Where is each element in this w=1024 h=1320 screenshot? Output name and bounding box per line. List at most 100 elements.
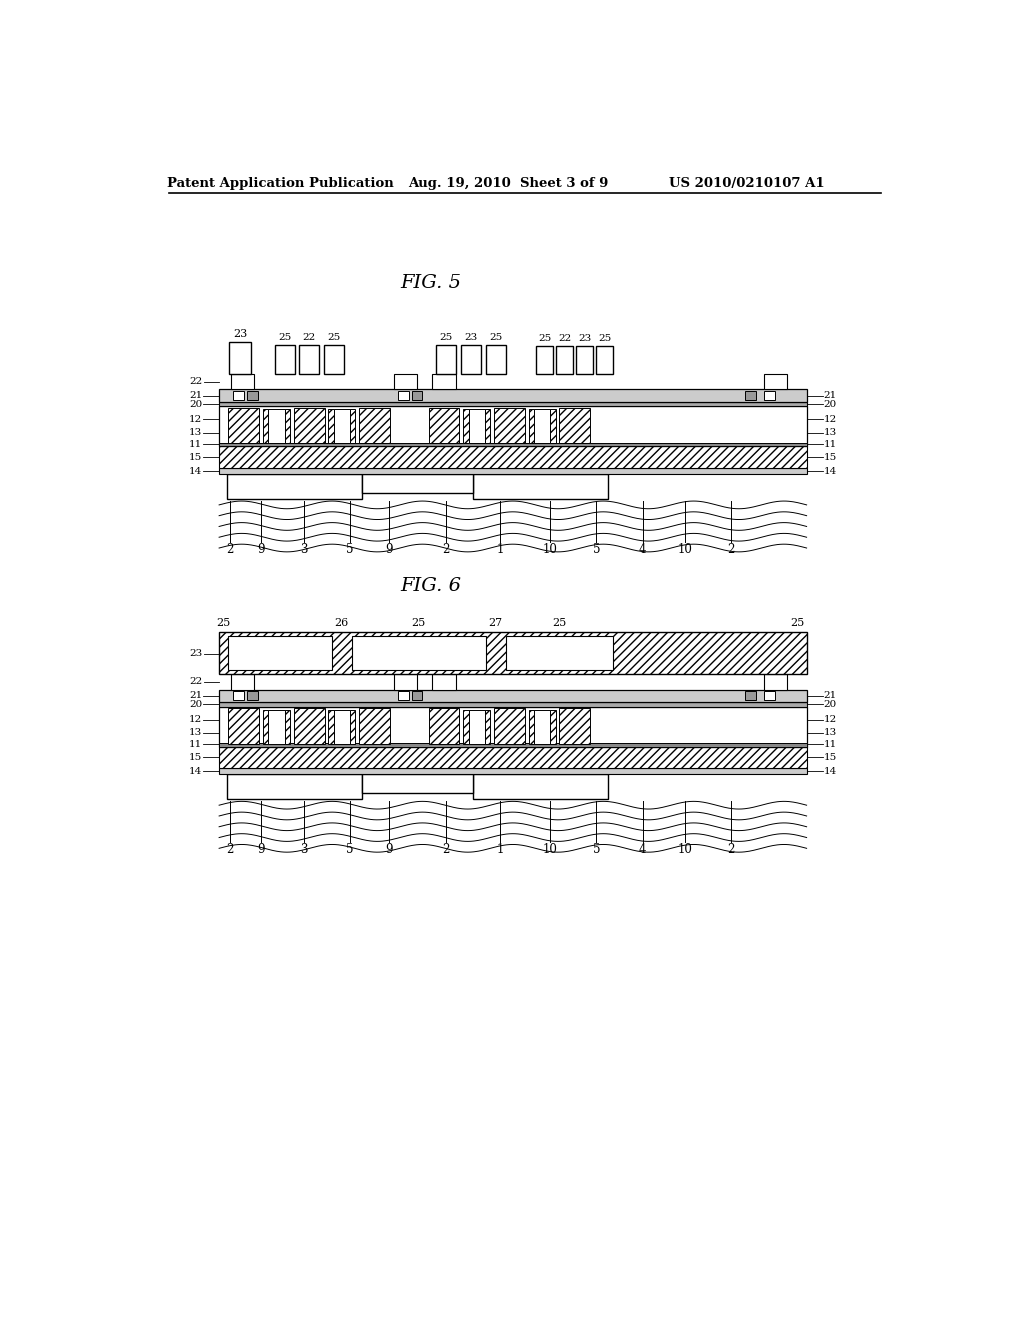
Bar bbox=[219, 689, 807, 702]
Bar bbox=[226, 775, 361, 799]
Bar bbox=[285, 710, 290, 743]
Bar bbox=[556, 346, 573, 374]
Bar bbox=[764, 692, 775, 701]
Bar bbox=[484, 710, 490, 743]
Bar bbox=[484, 409, 490, 444]
Bar bbox=[233, 692, 244, 701]
Bar bbox=[263, 409, 268, 444]
Bar bbox=[463, 409, 469, 444]
Text: 16: 16 bbox=[315, 692, 327, 701]
Text: 2: 2 bbox=[442, 543, 450, 556]
Text: 11: 11 bbox=[823, 440, 837, 449]
Text: 24: 24 bbox=[247, 692, 258, 701]
Bar bbox=[324, 345, 344, 374]
Bar bbox=[219, 469, 807, 474]
Bar bbox=[228, 709, 259, 743]
Bar bbox=[294, 408, 325, 444]
Text: 22: 22 bbox=[188, 677, 202, 686]
Text: 9: 9 bbox=[385, 843, 392, 857]
Text: 2: 2 bbox=[727, 543, 735, 556]
Text: 8: 8 bbox=[537, 762, 544, 775]
Text: 13: 13 bbox=[823, 428, 837, 437]
Bar bbox=[469, 710, 484, 743]
Bar bbox=[469, 409, 484, 444]
Bar bbox=[219, 706, 807, 747]
Bar bbox=[397, 692, 409, 701]
Text: 25: 25 bbox=[552, 618, 566, 628]
Text: 22: 22 bbox=[302, 333, 315, 342]
Text: 12: 12 bbox=[422, 733, 435, 742]
Bar bbox=[219, 442, 807, 446]
Text: 21: 21 bbox=[188, 391, 202, 400]
Text: 24: 24 bbox=[412, 391, 423, 400]
Text: 13: 13 bbox=[422, 418, 435, 428]
Text: 3: 3 bbox=[300, 543, 307, 556]
Text: 23: 23 bbox=[464, 333, 477, 342]
Text: 25: 25 bbox=[412, 618, 426, 628]
Text: 24: 24 bbox=[744, 692, 756, 701]
Bar bbox=[219, 743, 807, 747]
Bar bbox=[537, 346, 553, 374]
Bar bbox=[350, 710, 355, 743]
Text: 21: 21 bbox=[188, 692, 202, 701]
Text: 25: 25 bbox=[598, 334, 611, 343]
Text: 9: 9 bbox=[258, 543, 265, 556]
Bar bbox=[535, 409, 550, 444]
Bar bbox=[473, 474, 608, 499]
Bar bbox=[559, 408, 590, 444]
Text: 19: 19 bbox=[232, 391, 244, 400]
Text: 24: 24 bbox=[247, 391, 258, 400]
Text: 19: 19 bbox=[397, 391, 409, 400]
Text: 5: 5 bbox=[346, 543, 353, 556]
Bar bbox=[412, 391, 422, 400]
Bar bbox=[494, 709, 524, 743]
Bar bbox=[219, 747, 807, 768]
Text: 1: 1 bbox=[497, 543, 504, 556]
Text: 8: 8 bbox=[290, 762, 298, 775]
Text: 25: 25 bbox=[539, 334, 552, 343]
Bar bbox=[299, 345, 319, 374]
Text: 25: 25 bbox=[791, 618, 805, 628]
Bar bbox=[229, 342, 251, 374]
Text: 6: 6 bbox=[473, 422, 479, 430]
Text: 20: 20 bbox=[188, 700, 202, 709]
Bar bbox=[432, 374, 456, 389]
Text: 19: 19 bbox=[764, 391, 775, 400]
Text: 12: 12 bbox=[823, 715, 837, 725]
Bar bbox=[397, 391, 409, 400]
Bar bbox=[233, 391, 244, 400]
Text: 2: 2 bbox=[226, 843, 233, 857]
Text: 16: 16 bbox=[550, 391, 561, 400]
Bar bbox=[436, 345, 457, 374]
Text: 5: 5 bbox=[593, 843, 600, 857]
Bar bbox=[329, 710, 334, 743]
Bar bbox=[535, 710, 550, 743]
Text: 20: 20 bbox=[188, 400, 202, 408]
Bar bbox=[473, 775, 608, 799]
Text: 25: 25 bbox=[439, 333, 453, 342]
Text: 19: 19 bbox=[232, 692, 244, 701]
Bar bbox=[361, 474, 473, 492]
Bar bbox=[550, 710, 556, 743]
Bar bbox=[274, 345, 295, 374]
Text: 25: 25 bbox=[328, 333, 340, 342]
Text: 7: 7 bbox=[539, 422, 545, 430]
Bar bbox=[247, 692, 258, 701]
Text: 13: 13 bbox=[188, 729, 202, 738]
Text: 6: 6 bbox=[272, 722, 280, 731]
Text: 12: 12 bbox=[422, 433, 435, 442]
Bar bbox=[219, 768, 807, 775]
Text: 16: 16 bbox=[461, 391, 473, 400]
Bar bbox=[247, 391, 258, 400]
Text: 23: 23 bbox=[188, 649, 202, 657]
Text: 21: 21 bbox=[823, 391, 837, 400]
Text: 1: 1 bbox=[497, 843, 504, 857]
Text: 10: 10 bbox=[678, 543, 692, 556]
Text: 13: 13 bbox=[188, 428, 202, 437]
Text: 15: 15 bbox=[823, 752, 837, 762]
Bar bbox=[219, 407, 807, 446]
Bar bbox=[745, 391, 756, 400]
Text: 20: 20 bbox=[823, 400, 837, 408]
Text: 22: 22 bbox=[188, 378, 202, 387]
Bar bbox=[361, 775, 473, 793]
